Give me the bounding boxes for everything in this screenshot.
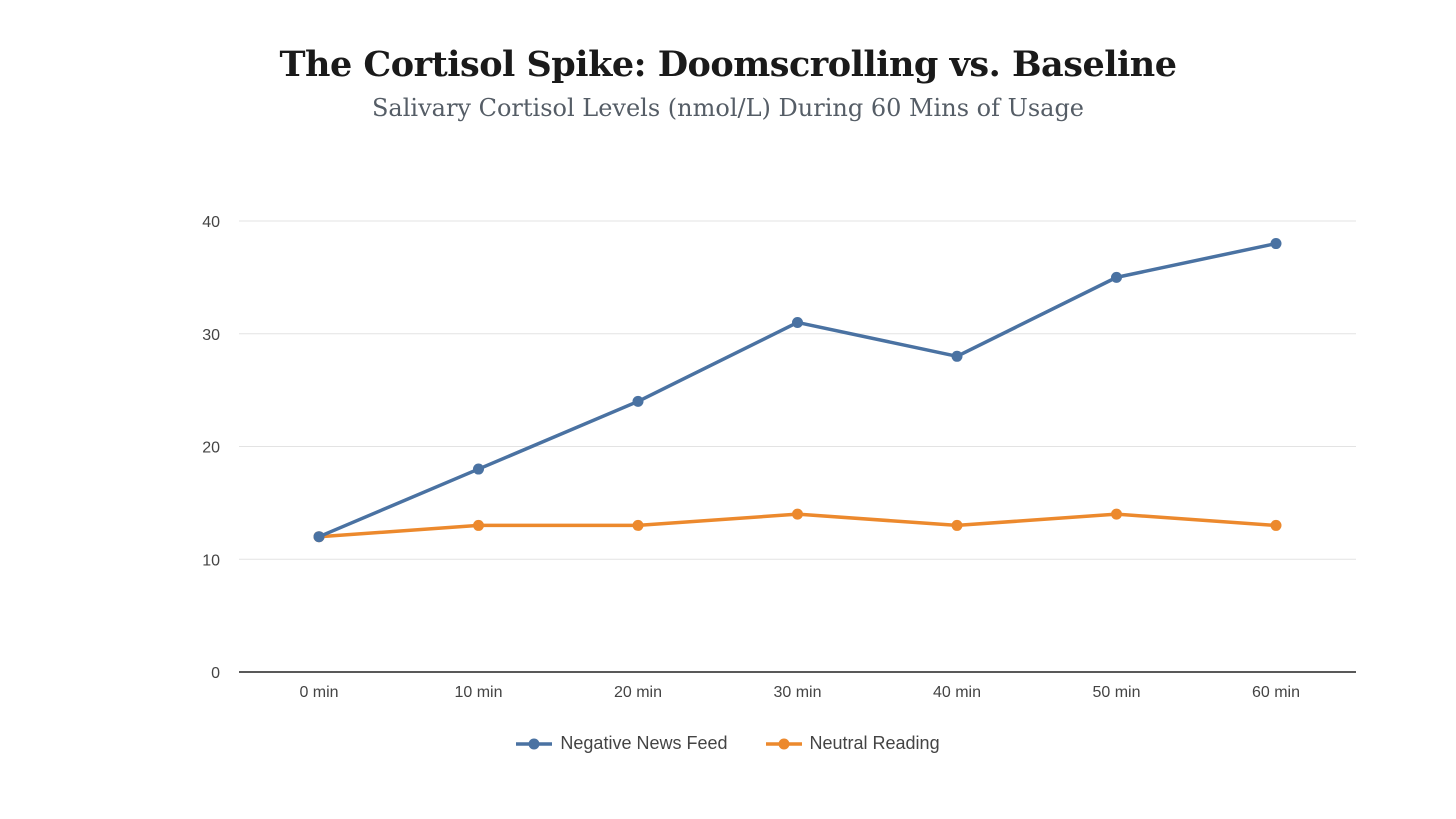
- y-tick-label: 10: [202, 552, 220, 569]
- y-tick-label: 30: [202, 327, 220, 344]
- series-0: [313, 238, 1282, 543]
- y-tick-label: 40: [202, 214, 220, 231]
- legend-item[interactable]: Negative News Feed: [516, 733, 728, 754]
- data-point: [951, 519, 963, 531]
- grid-lines: [239, 220, 1356, 560]
- series-lines: [313, 238, 1282, 543]
- data-point: [792, 316, 803, 328]
- x-tick-label: 50 min: [1092, 684, 1140, 701]
- data-point: [951, 350, 963, 362]
- chart-title: The Cortisol Spike: Doomscrolling vs. Ba…: [279, 44, 1177, 85]
- data-point: [473, 463, 484, 475]
- series-1: [313, 508, 1282, 543]
- chart-subtitle: Salivary Cortisol Levels (nmol/L) During…: [371, 94, 1085, 122]
- axes: 0 10 20 30 40 0 min 10 min 20 min 30 min 40 min 50…: [202, 214, 1356, 701]
- x-tick-label: 40 min: [933, 684, 981, 701]
- y-tick-label: 20: [202, 440, 220, 457]
- legend-swatch: [765, 738, 802, 749]
- x-tick-label: 10 min: [454, 684, 502, 701]
- x-tick-label: 60 min: [1252, 684, 1300, 701]
- data-point: [313, 531, 325, 543]
- data-point: [1270, 519, 1282, 531]
- data-point: [1111, 271, 1122, 283]
- x-tick-label: 0 min: [299, 684, 338, 701]
- legend-swatch: [516, 738, 553, 749]
- data-point: [792, 508, 803, 520]
- legend: Negative News Feed Neutral Reading: [0, 733, 1456, 754]
- data-point: [473, 519, 484, 531]
- legend-item[interactable]: Neutral Reading: [765, 733, 940, 754]
- series-line: [317, 241, 1278, 539]
- x-tick-label: 20 min: [614, 684, 662, 701]
- data-point: [632, 519, 644, 531]
- y-tick-label: 0: [211, 665, 220, 682]
- legend-label: Negative News Feed: [560, 733, 728, 753]
- data-point: [632, 395, 644, 407]
- data-point: [1111, 508, 1122, 520]
- legend-label: Neutral Reading: [809, 733, 940, 753]
- data-point: [1270, 238, 1282, 250]
- x-tick-label: 30 min: [773, 684, 821, 701]
